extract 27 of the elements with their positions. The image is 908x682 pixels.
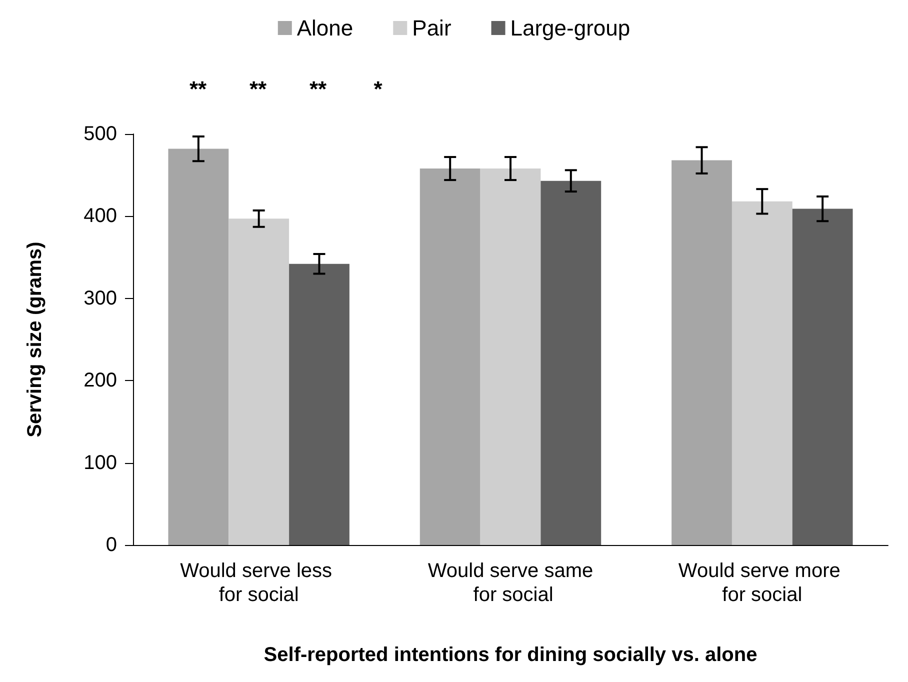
legend-label: Pair [412,16,452,40]
bar [792,208,853,545]
text: ** [189,76,207,102]
y-tick-label: 0 [106,534,117,556]
bar [168,148,229,545]
bar [420,168,480,545]
bar [228,218,290,545]
legend-label: Large-group [510,16,630,40]
y-axis-title: Serving size (grams) [24,242,46,438]
x-tick-label: Would serve less for social [180,560,338,606]
bar [732,201,792,545]
x-tick-label: Would serve more for social [678,560,846,606]
y-tick-label: 500 [84,123,117,145]
x-axis-title: Self-reported intentions for dining socially vs. alone [264,644,758,666]
y-tick-label: 300 [84,287,117,310]
text: * [374,76,383,102]
x-tick-label: Would serve same for social [428,560,594,606]
bar [480,168,541,545]
y-tick-label: 100 [84,452,117,474]
bar [540,180,602,545]
bar [672,160,732,545]
bar [289,264,350,545]
text: ** [309,76,327,102]
legend-label: Alone [296,16,354,40]
text: ** [249,76,267,102]
y-tick-label: 400 [84,205,117,228]
y-tick-label: 200 [84,370,117,392]
